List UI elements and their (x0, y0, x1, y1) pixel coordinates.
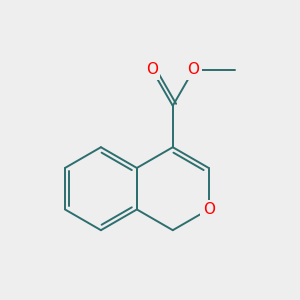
Text: O: O (188, 62, 200, 77)
Text: O: O (203, 202, 215, 217)
Text: O: O (146, 62, 158, 77)
